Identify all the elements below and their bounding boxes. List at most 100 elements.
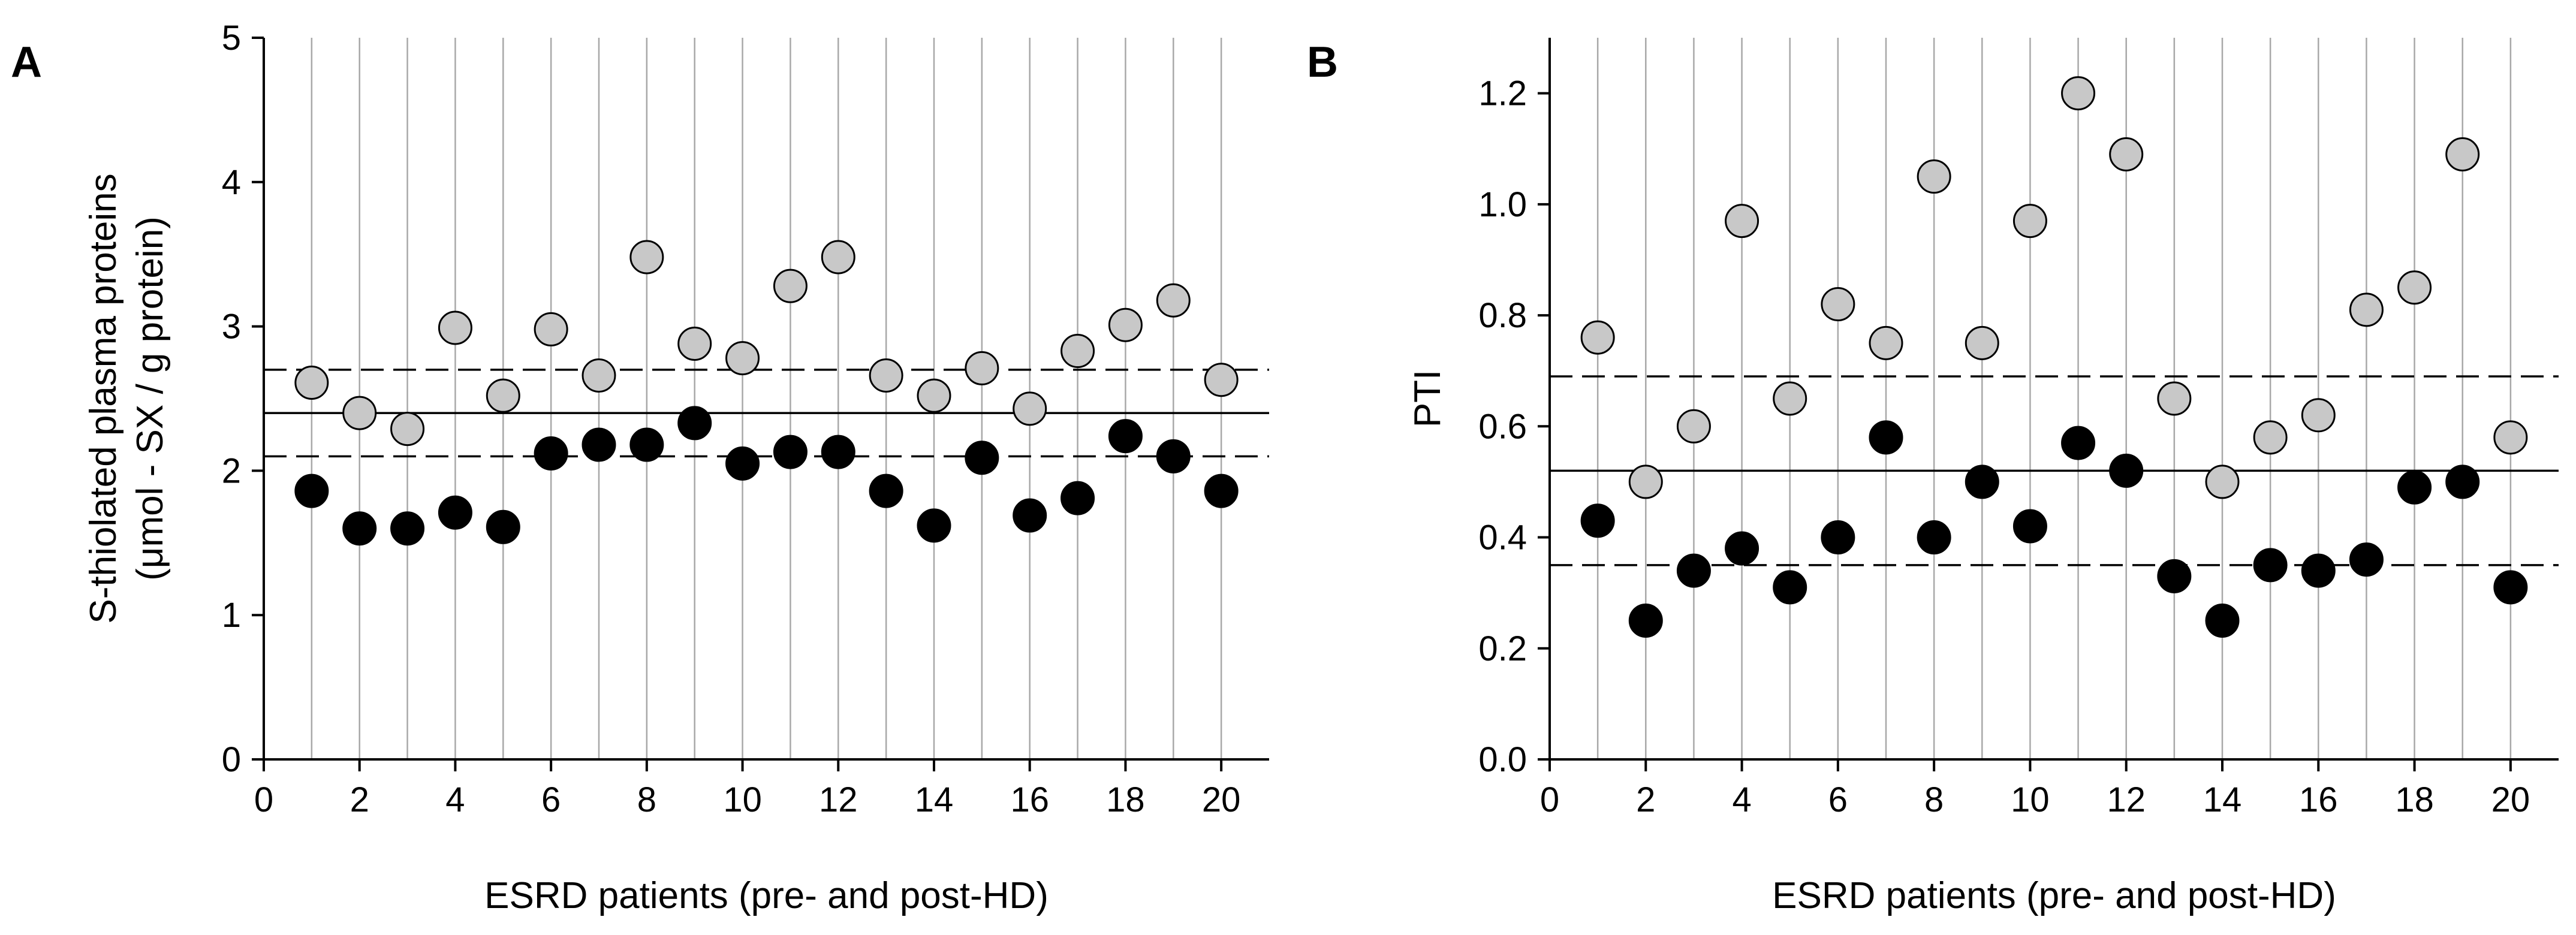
- post-hd-point: [2445, 465, 2480, 499]
- vertical-grid: [311, 38, 1222, 759]
- pre-hd-point: [1773, 381, 1807, 416]
- pre-hd-point: [1821, 287, 1855, 322]
- x-tick-label: 6: [1828, 780, 1848, 819]
- series-post-HD: [1580, 420, 2528, 638]
- pre-hd-point: [629, 240, 664, 275]
- pre-hd-point: [1917, 159, 1951, 194]
- post-hd-point: [1773, 570, 1807, 605]
- x-tick-label: 12: [819, 780, 858, 819]
- pre-hd-point: [2012, 204, 2047, 239]
- pre-hd-point: [1580, 320, 1615, 355]
- pre-hd-point: [342, 396, 377, 430]
- pre-hd-point: [1725, 204, 1759, 239]
- pre-hd-point: [2349, 292, 2384, 327]
- post-hd-point: [1965, 465, 1999, 499]
- pre-hd-point: [2445, 137, 2480, 171]
- post-hd-point: [1156, 439, 1191, 473]
- x-tick-label: 16: [2299, 780, 2338, 819]
- pre-hd-point: [2397, 270, 2432, 305]
- y-tick-label: 0.6: [1478, 407, 1527, 446]
- x-tick-label: 12: [2107, 780, 2146, 819]
- y-tick-label: 0.0: [1478, 740, 1527, 779]
- post-hd-point: [1821, 520, 1855, 555]
- pre-hd-point: [1204, 363, 1239, 397]
- post-hd-point: [1676, 553, 1711, 588]
- x-tick-label: 14: [2203, 780, 2242, 819]
- y-tick-label: 1: [222, 596, 241, 635]
- pre-hd-point: [821, 240, 855, 275]
- post-hd-point: [629, 427, 664, 462]
- post-hd-point: [821, 435, 855, 469]
- y-tick-label: 0: [222, 740, 241, 779]
- post-hd-point: [965, 441, 999, 475]
- post-hd-point: [294, 473, 329, 508]
- x-tick-label: 4: [445, 780, 465, 819]
- pre-hd-point: [2109, 137, 2144, 171]
- post-hd-point: [1628, 603, 1663, 638]
- x-tick-label: 18: [2395, 780, 2434, 819]
- post-hd-point: [1013, 498, 1047, 533]
- pre-hd-point: [582, 358, 616, 393]
- pre-hd-point: [1108, 307, 1143, 342]
- post-hd-point: [582, 427, 616, 462]
- y-tick-label: 1.0: [1478, 185, 1527, 224]
- series-post-HD: [294, 406, 1239, 546]
- post-hd-point: [438, 495, 472, 530]
- post-hd-point: [677, 406, 712, 441]
- post-hd-point: [1580, 503, 1615, 538]
- post-hd-point: [2397, 470, 2432, 505]
- pre-hd-point: [486, 378, 520, 413]
- post-hd-point: [869, 473, 903, 508]
- y-tick-label: 4: [222, 163, 241, 202]
- pre-hd-point: [2493, 420, 2528, 455]
- pre-hd-point: [1156, 283, 1191, 318]
- pre-hd-point: [965, 351, 999, 385]
- pre-hd-point: [534, 312, 568, 346]
- pre-hd-point: [2301, 398, 2336, 433]
- pre-hd-point: [869, 358, 903, 393]
- panel-letter: A: [11, 38, 42, 86]
- pre-hd-point: [2253, 420, 2288, 455]
- post-hd-point: [1869, 420, 1903, 455]
- post-hd-point: [1060, 481, 1095, 515]
- post-hd-point: [390, 511, 425, 546]
- y-tick-label: 5: [222, 19, 241, 58]
- x-tick-label: 4: [1732, 780, 1751, 819]
- pre-hd-point: [773, 269, 808, 303]
- y-tick-label: 3: [222, 307, 241, 346]
- x-tick-label: 8: [637, 780, 656, 819]
- post-hd-point: [2253, 548, 2288, 583]
- panel-b: B 0.0 0.2 0.4 0.6 0.8 1.0 1.2 0 2 4 6 8 10 12 14 16 18 20 E…: [1307, 38, 2559, 916]
- post-hd-point: [2493, 570, 2528, 605]
- post-hd-point: [725, 446, 760, 481]
- y-tick-label: 0.4: [1478, 518, 1527, 557]
- pre-hd-point: [2205, 465, 2240, 499]
- pre-hd-point: [677, 326, 712, 361]
- y-axis-title: PTI: [1407, 370, 1448, 427]
- pre-hd-point: [2157, 381, 2192, 416]
- x-tick-label: 0: [254, 780, 273, 819]
- post-hd-point: [2349, 542, 2384, 577]
- x-tick-label: 0: [1540, 780, 1559, 819]
- post-hd-point: [2061, 426, 2096, 460]
- post-hd-point: [2157, 559, 2192, 593]
- vertical-grid: [1596, 38, 2512, 759]
- x-tick-label: 10: [2011, 780, 2050, 819]
- pre-hd-point: [390, 412, 425, 447]
- x-tick-label: 2: [1636, 780, 1655, 819]
- x-tick-label: 10: [723, 780, 762, 819]
- pre-hd-point: [1628, 465, 1663, 499]
- post-hd-point: [486, 509, 520, 544]
- pre-hd-point: [917, 378, 951, 413]
- post-hd-point: [342, 511, 377, 546]
- series-pre-HD: [294, 240, 1239, 447]
- x-tick-label: 20: [2491, 780, 2530, 819]
- pre-hd-point: [294, 366, 329, 400]
- post-hd-point: [1108, 419, 1143, 454]
- post-hd-point: [2012, 509, 2047, 544]
- x-tick-label: 6: [541, 780, 561, 819]
- x-tick-label: 8: [1924, 780, 1944, 819]
- x-axis-title: ESRD patients (pre- and post-HD): [484, 875, 1049, 916]
